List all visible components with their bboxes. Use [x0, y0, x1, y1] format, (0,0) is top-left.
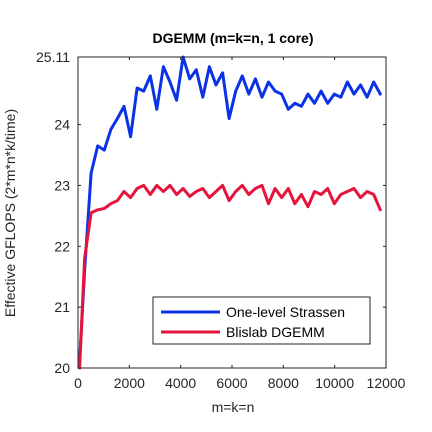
y-tick-label: 20: [54, 360, 70, 376]
x-tick-label: 2000: [114, 375, 145, 391]
x-tick-label: 6000: [216, 375, 247, 391]
x-axis: 0 2000 4000 6000 8000 10000 12000: [74, 57, 406, 391]
y-tick-label: 22: [54, 238, 70, 254]
y-tick-label: 24: [54, 117, 70, 133]
x-tick-label: 12000: [367, 375, 406, 391]
x-tick-label: 10000: [315, 375, 354, 391]
x-tick-label: 8000: [268, 375, 299, 391]
y-axis: 20 21 22 23 24 25.11: [36, 49, 386, 376]
series-line-1: [78, 55, 382, 364]
series-line-2: [78, 183, 382, 370]
y-tick-label: 23: [54, 177, 70, 193]
y-axis-label: Effective GFLOPS (2*m*n*k/time): [2, 109, 18, 317]
legend-box: [152, 296, 371, 345]
chart-title: DGEMM (m=k=n, 1 core): [152, 30, 313, 46]
x-tick-label: 0: [74, 375, 82, 391]
x-tick-label: 4000: [165, 375, 196, 391]
y-tick-label: 25.11: [36, 49, 70, 65]
plot-area: [78, 55, 382, 370]
legend-label-2: Blislab DGEMM: [226, 324, 325, 340]
x-axis-label: m=k=n: [212, 399, 255, 415]
legend-label-1: One-level Strassen: [226, 304, 345, 320]
y-tick-label: 21: [54, 299, 70, 315]
legend: One-level Strassen Blislab DGEMM: [152, 296, 371, 345]
